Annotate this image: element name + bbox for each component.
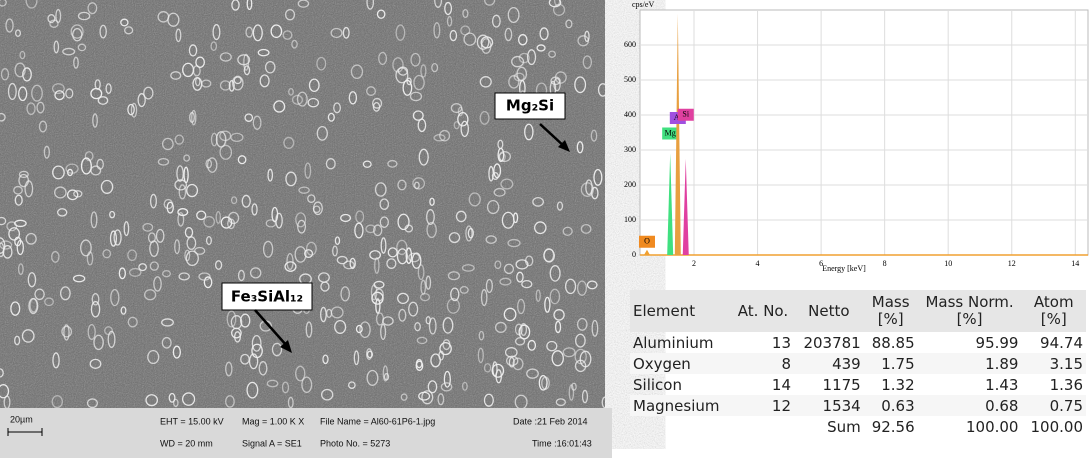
table-cell: 12 — [732, 395, 794, 416]
sem-texture — [0, 0, 605, 408]
info: Signal A = SE1 — [242, 438, 302, 448]
table-cell: 1175 — [794, 374, 864, 395]
y-tick-label: 100 — [624, 215, 636, 224]
table-cell: Silicon — [630, 374, 732, 395]
table-cell: 439 — [794, 353, 864, 374]
phase-label: Mg₂Si — [506, 97, 554, 115]
element-label: O — [644, 237, 650, 246]
y-tick-label: 0 — [632, 250, 636, 259]
table-cell: 203781 — [794, 332, 864, 353]
table-cell: 100.00 — [1021, 416, 1086, 437]
x-tick-label: 10 — [944, 259, 952, 268]
y-tick-label: 500 — [624, 75, 636, 84]
table-row: Silicon1411751.321.431.36 — [630, 374, 1086, 395]
header-cell: Atom [%] — [1021, 290, 1086, 332]
plot-area — [640, 10, 1088, 255]
table-cell: 14 — [732, 374, 794, 395]
table-cell: 1.36 — [1021, 374, 1086, 395]
table-cell: 8 — [732, 353, 794, 374]
table-cell: 1.43 — [918, 374, 1022, 395]
table-cell: 92.56 — [864, 416, 918, 437]
element-label: Mg — [665, 128, 676, 137]
info: Date :21 Feb 2014 — [513, 416, 588, 426]
table-cell: Aluminium — [630, 332, 732, 353]
info: EHT = 15.00 kV — [160, 416, 224, 426]
header-cell: Mass Norm. [%] — [918, 290, 1022, 332]
info: Mag = 1.00 K X — [242, 416, 304, 426]
page: Mg₂Si Fe₃SiAl₁₂ 20µm EHT = 15.00 kV WD =… — [0, 0, 1090, 458]
element-label: Si — [682, 110, 689, 119]
table-cell: 95.99 — [918, 332, 1022, 353]
info: WD = 20 mm — [160, 438, 213, 448]
x-tick-label: 4 — [756, 259, 760, 268]
x-tick-label: 8 — [883, 259, 887, 268]
x-axis-label: Energy [keV] — [822, 264, 866, 273]
scale-label: 20µm — [10, 414, 33, 424]
table-cell: Oxygen — [630, 353, 732, 374]
table-cell: Magnesium — [630, 395, 732, 416]
y-tick-label: 300 — [624, 145, 636, 154]
x-tick-label: 12 — [1008, 259, 1016, 268]
x-tick-label: 14 — [1071, 259, 1079, 268]
header-cell: Netto — [794, 290, 864, 332]
y-tick-label: 200 — [624, 180, 636, 189]
table-cell — [732, 416, 794, 437]
phase-label: Fe₃SiAl₁₂ — [231, 288, 303, 306]
table-cell: 0.75 — [1021, 395, 1086, 416]
table-cell: 1.32 — [864, 374, 918, 395]
y-tick-label: 600 — [624, 40, 636, 49]
header-cell: At. No. — [732, 290, 794, 332]
table-row: Magnesium1215340.630.680.75 — [630, 395, 1086, 416]
table-cell: 1534 — [794, 395, 864, 416]
table-row: Aluminium1320378188.8595.9994.74 — [630, 332, 1086, 353]
x-tick-label: 2 — [692, 259, 696, 268]
table-row: Sum92.56100.00100.00 — [630, 416, 1086, 437]
header-cell: Element — [630, 290, 732, 332]
table-cell: 94.74 — [1021, 332, 1086, 353]
table-cell: 0.68 — [918, 395, 1022, 416]
info: Time :16:01:43 — [532, 438, 592, 448]
table-cell: 0.63 — [864, 395, 918, 416]
table-cell: 1.75 — [864, 353, 918, 374]
table-cell: 1.89 — [918, 353, 1022, 374]
chart-title: cps/eV — [632, 0, 654, 9]
table-cell — [630, 416, 732, 437]
info: File Name = Al60-61P6-1.jpg — [320, 416, 435, 426]
table-cell: 3.15 — [1021, 353, 1086, 374]
table-cell: Sum — [794, 416, 864, 437]
table-cell: 100.00 — [918, 416, 1022, 437]
results-table: ElementAt. No.NettoMass [%]Mass Norm. [%… — [630, 290, 1086, 437]
table-cell: 88.85 — [864, 332, 918, 353]
y-tick-label: 400 — [624, 110, 636, 119]
table-cell: 13 — [732, 332, 794, 353]
info: Photo No. = 5273 — [320, 438, 390, 448]
header-cell: Mass [%] — [864, 290, 918, 332]
